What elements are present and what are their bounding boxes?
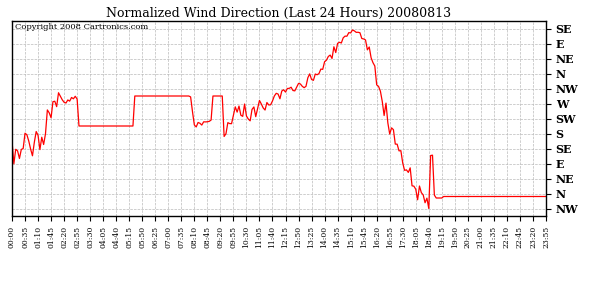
- Text: Copyright 2008 Cartronics.com: Copyright 2008 Cartronics.com: [14, 23, 148, 31]
- Title: Normalized Wind Direction (Last 24 Hours) 20080813: Normalized Wind Direction (Last 24 Hours…: [106, 7, 452, 20]
